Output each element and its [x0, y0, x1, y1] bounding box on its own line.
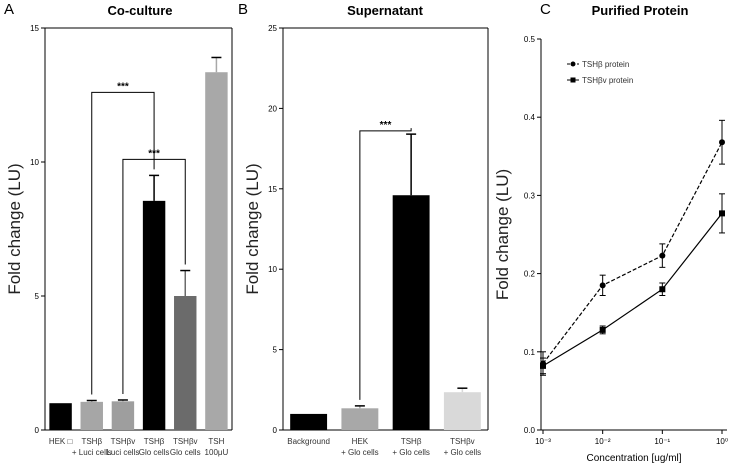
data-point [599, 282, 606, 289]
data-point [719, 139, 725, 146]
category-label-line2: + Glo cells [341, 448, 379, 457]
series-line [542, 213, 723, 367]
category-label: TSH [208, 437, 224, 446]
y-axis-label: Fold change (LU) [493, 169, 512, 300]
x-tick-label: 10⁻¹ [654, 437, 670, 446]
bar [341, 408, 379, 430]
data-point [719, 210, 725, 217]
category-label: HEK [352, 437, 369, 446]
series-line [542, 141, 723, 364]
y-tick-label: 15 [268, 185, 277, 194]
bar [111, 401, 135, 430]
panel-label: B [238, 1, 248, 18]
y-tick-label: 0 [35, 426, 40, 435]
y-tick-label: 0.4 [524, 113, 536, 122]
bar [80, 401, 103, 430]
y-tick-label: 0.3 [524, 191, 536, 200]
y-tick-label: 0 [273, 426, 278, 435]
category-label-line2: 100μU [205, 448, 229, 457]
y-axis-label: Fold change (LU) [243, 163, 262, 294]
y-tick-label: 0.2 [524, 270, 536, 279]
significance-bracket [91, 91, 155, 395]
category-label: TSHβ [401, 437, 422, 446]
data-point [659, 252, 666, 259]
y-tick-label: 15 [30, 24, 39, 33]
y-tick-label: 0.0 [524, 426, 536, 435]
y-tick-label: 10 [268, 265, 277, 274]
legend-label: TSHβv protein [582, 76, 633, 85]
category-label: TSHβ [144, 437, 165, 446]
significance-label: *** [380, 120, 392, 131]
category-label: TSHβv [450, 437, 475, 446]
category-label-line2: Glo cells [170, 448, 201, 457]
chart-title: Co-culture [108, 3, 173, 18]
category-label-line2: Luci cells [106, 448, 139, 457]
legend-label: TSHβ protein [582, 60, 629, 69]
y-tick-label: 0.5 [524, 35, 536, 44]
bar [392, 195, 430, 430]
bar [443, 392, 481, 430]
data-point [659, 286, 666, 293]
y-tick-label: 25 [268, 24, 277, 33]
panel-label: A [4, 1, 14, 18]
bar [205, 72, 228, 430]
bar [290, 413, 328, 430]
category-label-line2: + Luci cells [72, 448, 112, 457]
significance-label: *** [148, 148, 160, 159]
y-tick-label: 5 [273, 346, 278, 355]
legend-marker [570, 61, 576, 67]
category-label: HEK □ [49, 437, 73, 446]
chart-title: Purified Protein [592, 3, 689, 18]
category-label: TSHβv [111, 437, 136, 446]
significance-bracket [359, 128, 412, 400]
data-point [540, 362, 546, 369]
x-tick-label: 10⁻² [595, 437, 611, 446]
category-label-line2: + Glo cells [392, 448, 430, 457]
y-tick-label: 5 [35, 292, 40, 301]
legend-marker [570, 77, 576, 83]
y-axis-label: Fold change (LU) [5, 163, 24, 294]
y-tick-label: 0.1 [524, 348, 536, 357]
x-tick-label: 10⁰ [716, 437, 728, 446]
significance-bracket [122, 158, 186, 394]
x-tick-label: 10⁻³ [535, 437, 551, 446]
data-point [599, 326, 606, 333]
y-tick-label: 10 [30, 158, 39, 167]
x-axis-label: Concentration [ug/ml] [586, 453, 681, 464]
category-label-line2: Glo cells [139, 448, 170, 457]
bar [49, 403, 72, 430]
panel-label: C [540, 1, 551, 18]
significance-label: *** [117, 81, 129, 92]
category-label-line2: + Glo cells [444, 448, 482, 457]
category-label: TSHβv [173, 437, 198, 446]
category-label: TSHβ [81, 437, 102, 446]
bar [174, 296, 197, 430]
bar [142, 200, 166, 430]
category-label: Background [287, 437, 330, 446]
chart-title: Supernatant [347, 3, 424, 18]
y-tick-label: 20 [268, 104, 277, 113]
